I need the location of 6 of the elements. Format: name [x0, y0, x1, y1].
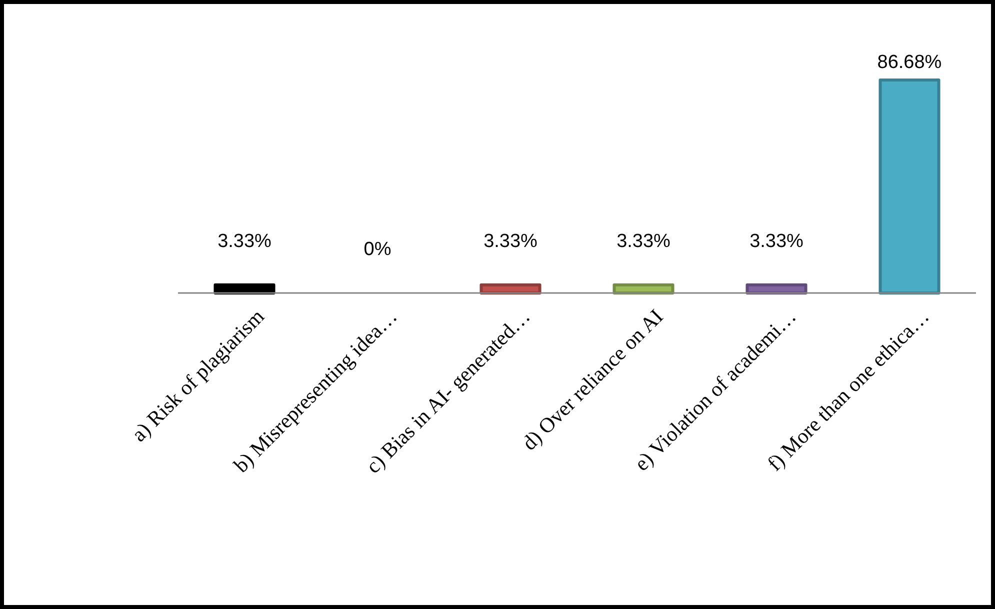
- data-label: 0%: [364, 239, 392, 260]
- data-label: 3.33%: [750, 230, 804, 252]
- data-label: 86.68%: [877, 52, 942, 73]
- data-label: 3.33%: [218, 230, 272, 252]
- data-label: 3.33%: [616, 230, 671, 252]
- data-label: 3.33%: [484, 230, 538, 252]
